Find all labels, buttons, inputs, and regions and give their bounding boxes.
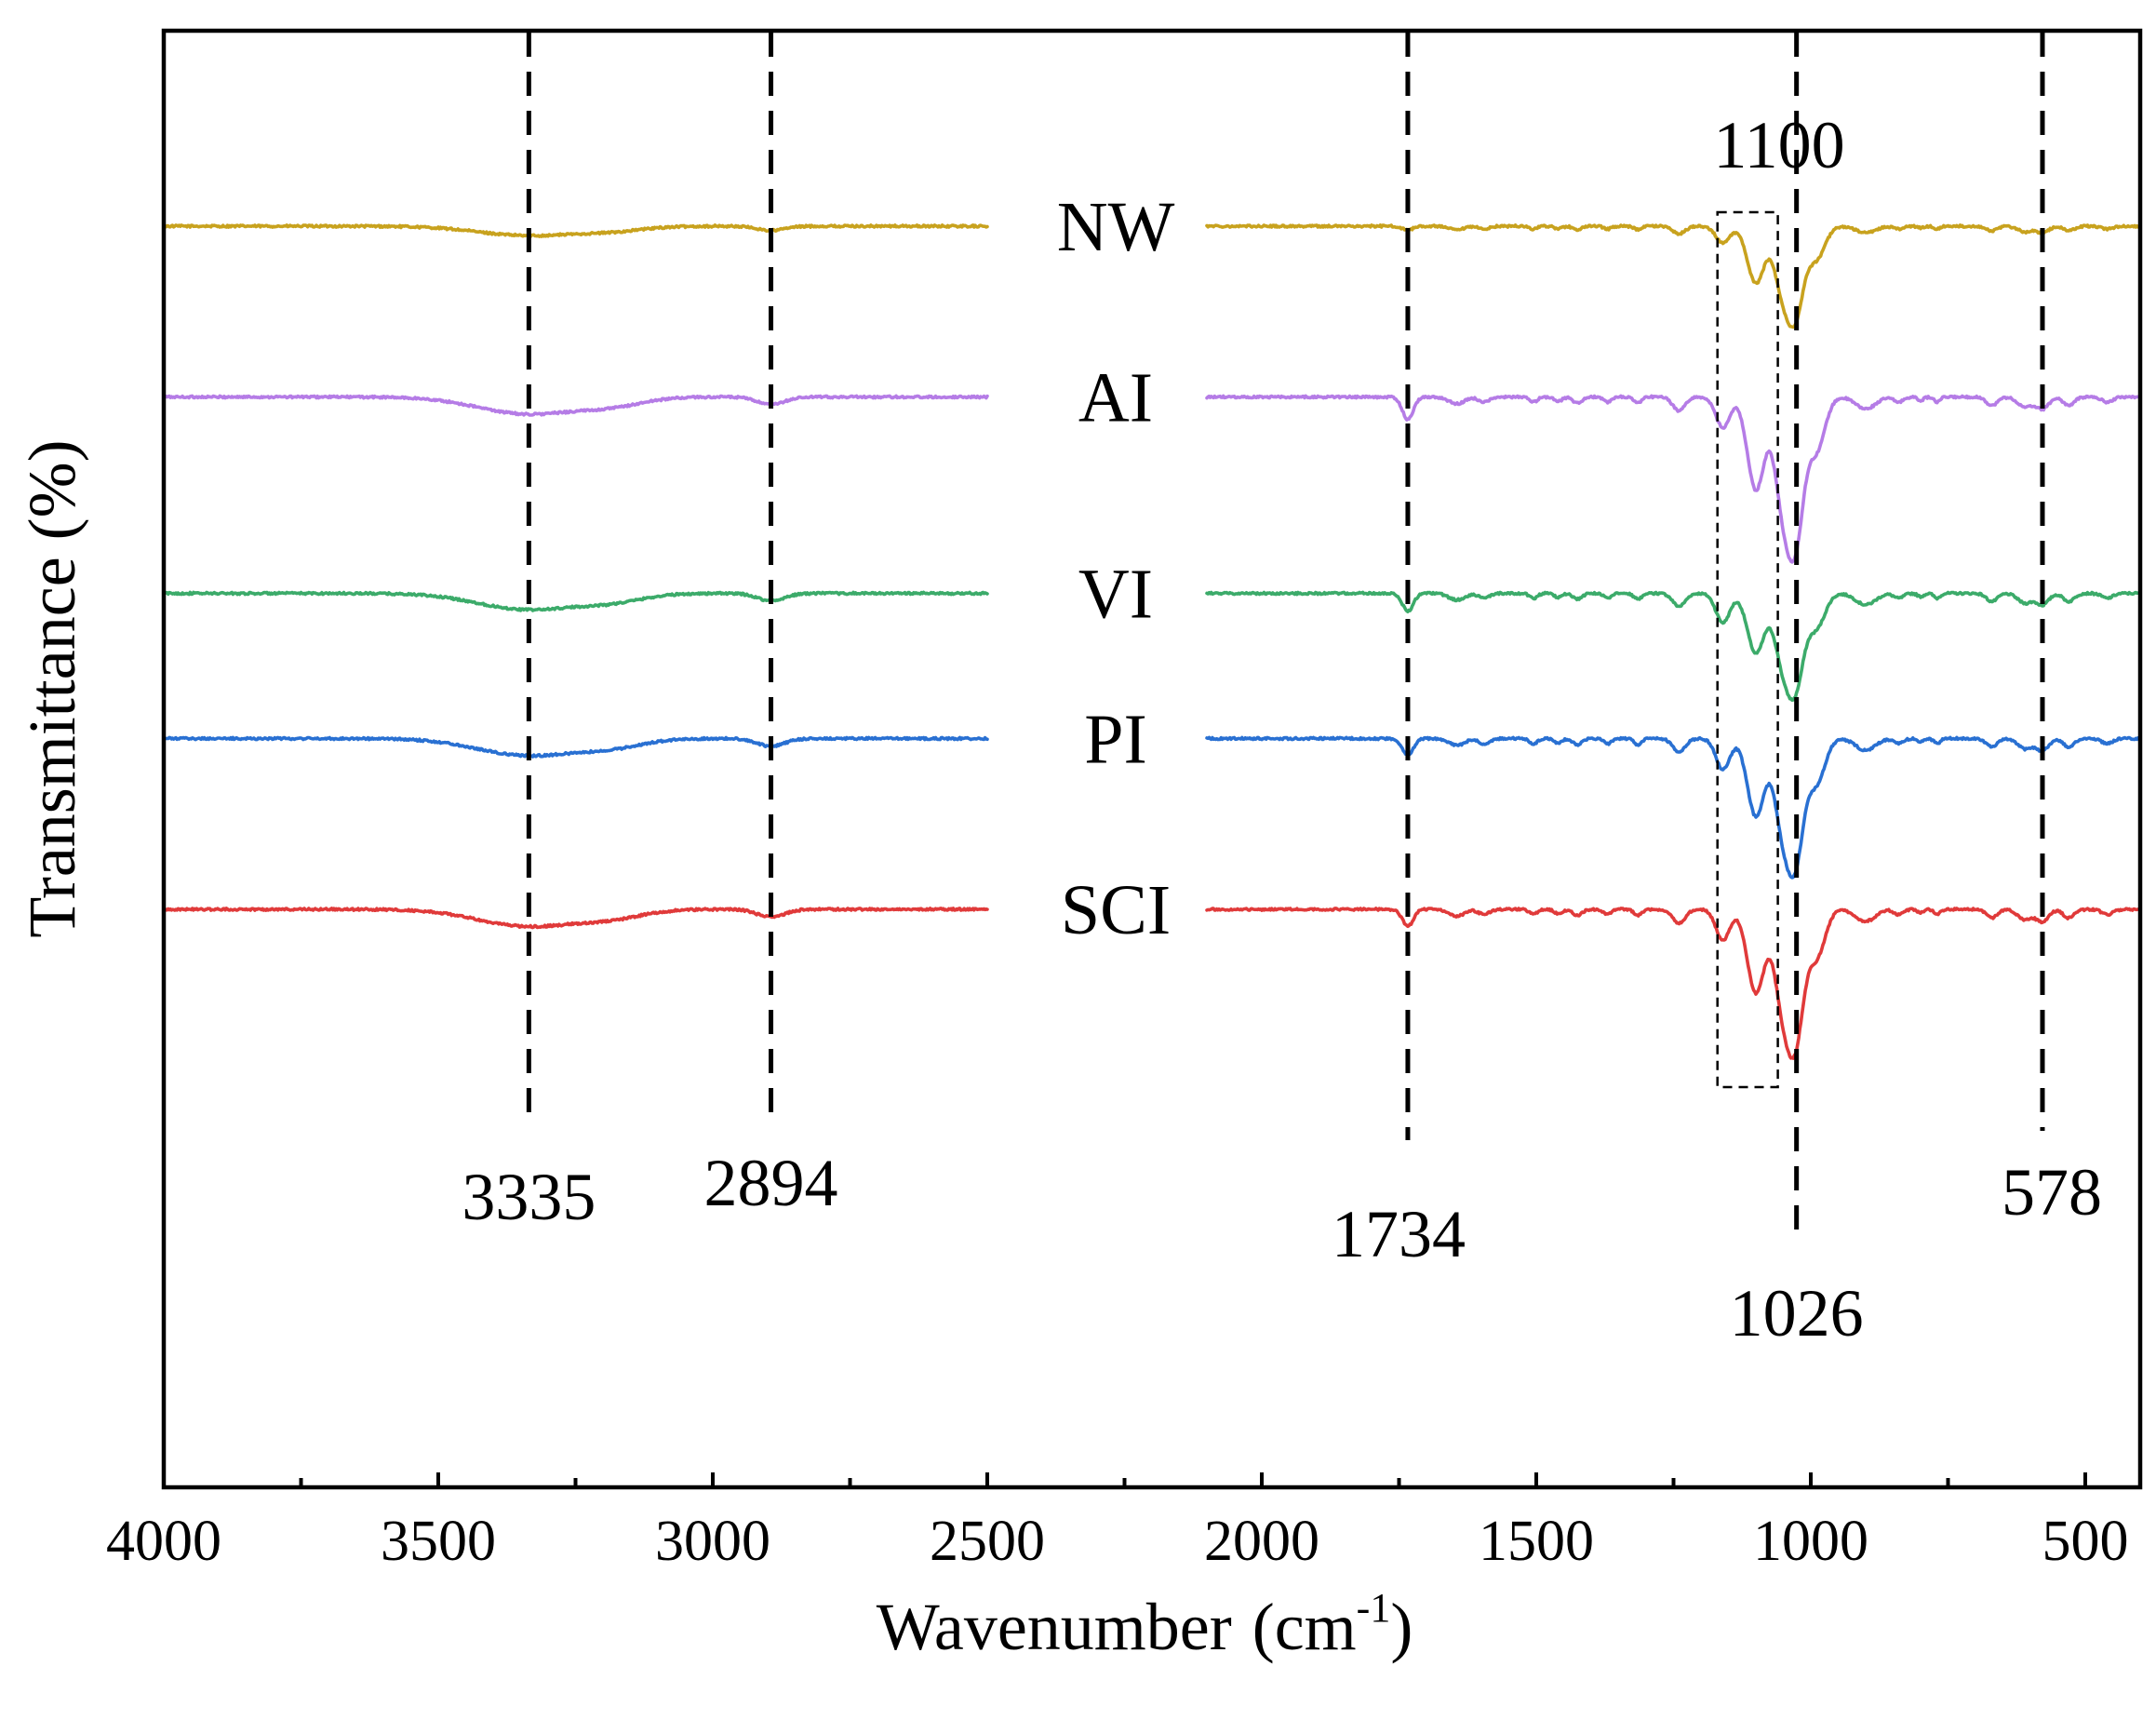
peak-label-1026: 1026: [1730, 1276, 1864, 1350]
series-line-sci-segment-2: [1205, 907, 2142, 1060]
series-line-sci-segment-1: [162, 907, 989, 930]
series-line-vi-segment-1: [162, 590, 989, 612]
x-axis-title: Wavenumber (cm-1): [877, 1585, 1413, 1664]
peak-label-2894: 2894: [704, 1146, 838, 1220]
x-tick-label-2500: 2500: [930, 1510, 1045, 1573]
plot-frame: [161, 28, 2143, 1490]
x-axis-ticks: 4000 3500 3000 2500 2000 1500 1000 500: [106, 1472, 2129, 1573]
peak-label-1100: 1100: [1713, 108, 1844, 182]
x-tick-label-3000: 3000: [655, 1510, 770, 1573]
y-axis-title: Transmittance (%): [15, 439, 89, 937]
series-line-vi-segment-2: [1205, 590, 2142, 702]
series-label-nw: NW: [1057, 188, 1175, 266]
x-tick-label-1000: 1000: [1753, 1510, 1868, 1573]
x-tick-label-3500: 3500: [381, 1510, 496, 1573]
peak-label-3335: 3335: [462, 1160, 596, 1234]
series-line-pi-segment-2: [1205, 735, 2142, 880]
x-tick-label-500: 500: [2042, 1510, 2129, 1573]
x-tick-label-2000: 2000: [1204, 1510, 1319, 1573]
series-label-ai: AI: [1078, 359, 1153, 437]
spectra-layer: [162, 223, 2142, 1060]
series-line-ai-segment-2: [1205, 394, 2142, 564]
peak-label-1734: 1734: [1332, 1197, 1466, 1271]
series-label-sci: SCI: [1061, 871, 1171, 949]
series-line-nw-segment-1: [162, 223, 989, 238]
highlight-box-1100: [1716, 210, 1779, 1089]
labels-layer: NW AI VI PI SCI 3335 2894 1734 1100 1026 578: [462, 108, 2102, 1350]
series-line-pi-segment-1: [162, 735, 989, 759]
series-line-ai-segment-1: [162, 394, 989, 417]
x-tick-label-4000: 4000: [106, 1510, 221, 1573]
x-tick-label-1500: 1500: [1479, 1510, 1594, 1573]
series-label-pi: PI: [1084, 701, 1147, 779]
series-label-vi: VI: [1078, 556, 1153, 634]
series-line-nw-segment-2: [1205, 223, 2142, 329]
peak-label-578: 578: [2002, 1155, 2102, 1230]
peak-lines-layer: [526, 33, 2045, 1233]
